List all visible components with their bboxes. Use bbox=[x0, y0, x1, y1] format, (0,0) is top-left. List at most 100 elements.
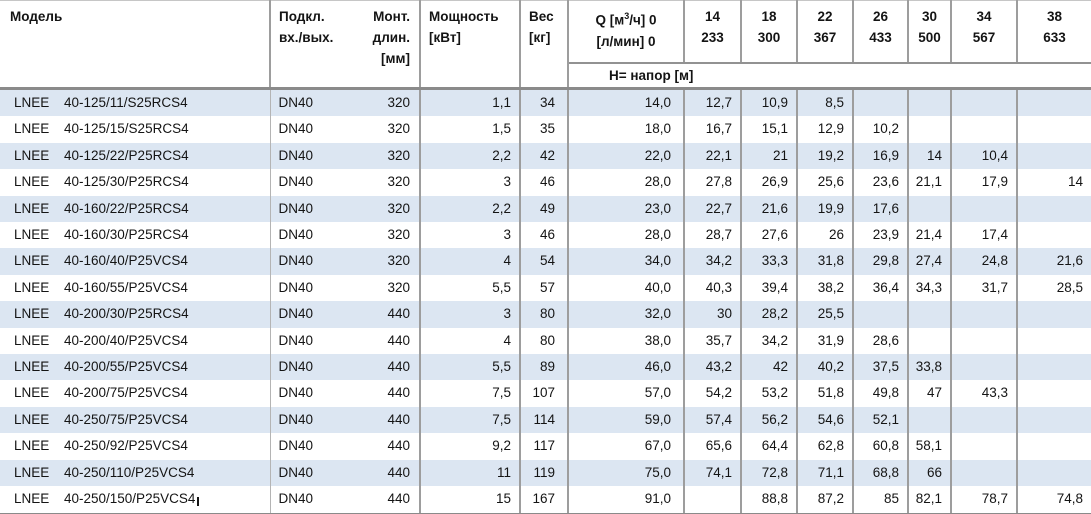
connection-cell: DN40 bbox=[270, 142, 356, 170]
table-row: LNEE 40-160/30/P25RCS4 DN40 320 3 46 28,0 28,7 2… bbox=[0, 222, 1091, 249]
head-value-cell bbox=[1017, 301, 1091, 328]
column-header-flow: 14 233 bbox=[684, 0, 742, 64]
column-header-length: Монт. длин. [мм] bbox=[356, 0, 421, 90]
power-cell: 7,5 bbox=[420, 380, 521, 407]
brand-label: LNEE bbox=[14, 438, 50, 454]
mounting-length-cell: 320 bbox=[356, 88, 421, 117]
model-cell: LNEE 40-200/75/P25VCS4 bbox=[0, 380, 271, 407]
head-value-cell: 28,2 bbox=[741, 301, 798, 328]
column-header-weight-unit: [кг] bbox=[529, 30, 551, 45]
flow-m3h-value: 18 bbox=[761, 9, 777, 24]
model-number: 40-160/30/P25RCS4 bbox=[64, 227, 189, 243]
column-header-flow-zero: Q [м3/ч] 0 [л/мин] 0 bbox=[568, 0, 685, 64]
connection-cell: DN40 bbox=[278, 438, 314, 454]
head-value-cell bbox=[951, 459, 1018, 487]
mounting-length-cell: 440 bbox=[356, 459, 421, 487]
column-header-flow: 30 500 bbox=[908, 0, 952, 64]
head-value-cell bbox=[1017, 406, 1091, 434]
head-value-cell: 54,6 bbox=[797, 406, 854, 434]
head-value-cell bbox=[951, 195, 1018, 223]
head-value-cell: 82,1 bbox=[908, 486, 952, 514]
head-value-cell bbox=[1017, 116, 1091, 142]
head-value-cell: 35,7 bbox=[684, 327, 742, 355]
flow-lmin-value: 233 bbox=[701, 30, 724, 45]
model-cell: LNEE 40-200/30/P25RCS4 bbox=[0, 301, 271, 328]
model-number: 40-200/40/P25VCS4 bbox=[64, 332, 188, 348]
power-cell: 2,2 bbox=[420, 142, 521, 170]
brand-label: LNEE bbox=[14, 95, 50, 110]
head-value-cell: 40,2 bbox=[797, 354, 854, 381]
column-header-flow: 26 433 bbox=[853, 0, 909, 64]
brand-label: LNEE bbox=[14, 174, 50, 190]
q-label-prefix: Q [м bbox=[595, 12, 625, 28]
head-value-cell: 17,4 bbox=[951, 222, 1018, 249]
mounting-length-cell: 440 bbox=[356, 406, 421, 434]
head-value-cell bbox=[951, 301, 1018, 328]
power-cell: 3 bbox=[420, 301, 521, 328]
head-value-cell bbox=[951, 406, 1018, 434]
weight-cell: 46 bbox=[520, 169, 569, 196]
table-row: LNEE 40-200/55/P25VCS4 DN40 440 5,5 89 46,0 43,… bbox=[0, 354, 1091, 381]
head-value-cell: 47 bbox=[908, 380, 952, 407]
brand-label: LNEE bbox=[14, 411, 50, 427]
subheader-row: Н= напор [м] bbox=[0, 63, 1091, 90]
power-cell: 3 bbox=[420, 222, 521, 249]
head-value-cell: 23,0 bbox=[568, 195, 685, 223]
model-number: 40-160/22/P25RCS4 bbox=[64, 200, 189, 216]
head-value-cell: 67,0 bbox=[568, 433, 685, 460]
mounting-length-cell: 440 bbox=[356, 486, 421, 514]
model-cell: LNEE 40-125/22/P25RCS4 bbox=[0, 142, 271, 170]
brand-label: LNEE bbox=[14, 491, 50, 507]
brand-label: LNEE bbox=[14, 306, 50, 322]
model-number: 40-200/75/P25VCS4 bbox=[64, 385, 188, 401]
table-row: LNEE 40-200/40/P25VCS4 DN40 440 4 80 38,0 35,7 3… bbox=[0, 327, 1091, 355]
model-cell: LNEE 40-250/75/P25VCS4 bbox=[0, 406, 271, 434]
mounting-length-cell: 440 bbox=[356, 433, 421, 460]
head-value-cell: 23,9 bbox=[853, 222, 909, 249]
model-number: 40-250/75/P25VCS4 bbox=[64, 411, 188, 427]
table-row: LNEE 40-160/22/P25RCS4 DN40 320 2,2 49 23,0 22,… bbox=[0, 195, 1091, 223]
head-value-cell: 19,9 bbox=[797, 195, 854, 223]
connection-cell: DN40 bbox=[270, 88, 356, 117]
model-cell: LNEE 40-160/22/P25RCS4 bbox=[0, 195, 271, 223]
model-number: 40-125/30/P25RCS4 bbox=[64, 174, 189, 190]
weight-cell: 167 bbox=[520, 486, 569, 514]
head-value-cell: 28,6 bbox=[853, 327, 909, 355]
power-cell: 5,5 bbox=[420, 274, 521, 302]
head-value-cell: 12,7 bbox=[684, 88, 742, 117]
q-label-sup: 3 bbox=[624, 11, 630, 21]
head-value-cell: 72,8 bbox=[741, 459, 798, 487]
head-value-cell: 57,0 bbox=[568, 380, 685, 407]
head-value-cell: 17,9 bbox=[951, 169, 1018, 196]
head-value-cell: 59,0 bbox=[568, 406, 685, 434]
head-value-cell: 18,0 bbox=[568, 116, 685, 143]
mounting-length-cell: 320 bbox=[356, 222, 421, 249]
head-value-cell: 12,9 bbox=[797, 116, 854, 143]
head-value-cell: 31,8 bbox=[797, 248, 854, 275]
weight-cell: 46 bbox=[520, 222, 569, 249]
column-header-weight-line1: Вес bbox=[529, 9, 554, 24]
power-cell: 2,2 bbox=[420, 195, 521, 223]
column-header-flow: 34 567 bbox=[951, 0, 1018, 64]
head-value-cell: 38,2 bbox=[797, 274, 854, 302]
head-value-cell: 43,3 bbox=[951, 380, 1018, 407]
head-value-cell: 57,4 bbox=[684, 406, 742, 434]
head-value-cell: 16,7 bbox=[684, 116, 742, 143]
head-value-cell: 27,8 bbox=[684, 169, 742, 196]
head-value-cell: 21,4 bbox=[908, 222, 952, 249]
mounting-length-cell: 440 bbox=[356, 380, 421, 407]
head-value-cell: 56,2 bbox=[741, 406, 798, 434]
head-value-cell: 51,8 bbox=[797, 380, 854, 407]
head-value-cell: 33,8 bbox=[908, 354, 952, 381]
weight-cell: 57 bbox=[520, 274, 569, 302]
head-value-cell: 10,4 bbox=[951, 142, 1018, 170]
mounting-length-cell: 320 bbox=[356, 142, 421, 170]
connection-cell: DN40 bbox=[270, 354, 356, 381]
connection-cell: DN40 bbox=[278, 227, 314, 243]
model-number: 40-250/92/P25VCS4 bbox=[64, 438, 188, 454]
head-value-cell: 8,5 bbox=[797, 88, 854, 117]
head-value-cell: 14,0 bbox=[568, 88, 685, 117]
head-value-cell bbox=[1017, 459, 1091, 487]
head-value-cell bbox=[684, 486, 742, 514]
